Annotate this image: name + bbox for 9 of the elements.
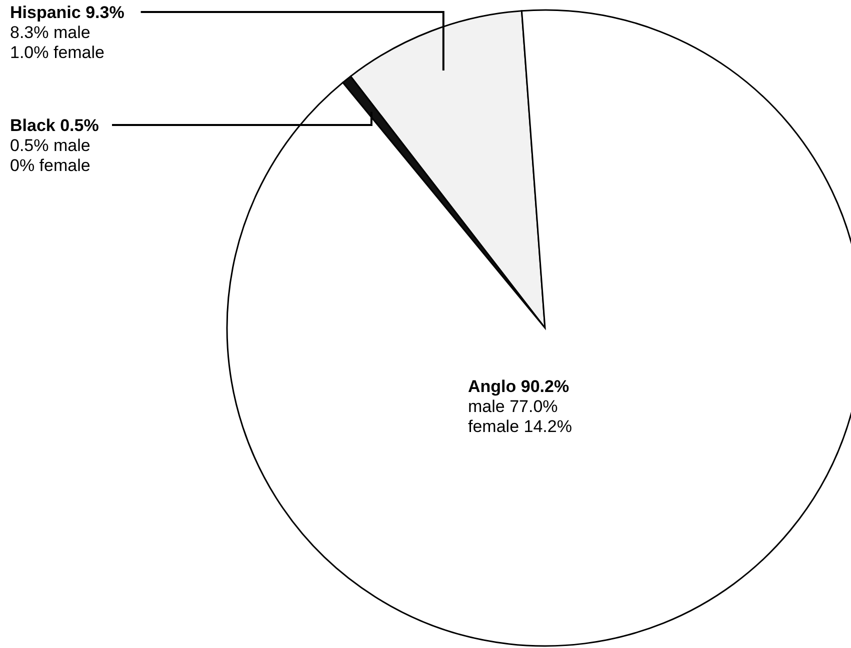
slice-label: Hispanic 9.3%	[10, 3, 124, 22]
slice-label: Black 0.5%	[10, 116, 99, 135]
text: 0% female	[10, 156, 90, 175]
slice-label: Anglo 90.2%	[468, 377, 570, 396]
text: 0.5% male	[10, 136, 90, 155]
text: 1.0% female	[10, 43, 104, 62]
text: 8.3% male	[10, 23, 90, 42]
text: female 14.2%	[468, 417, 572, 436]
text: male 77.0%	[468, 397, 558, 416]
